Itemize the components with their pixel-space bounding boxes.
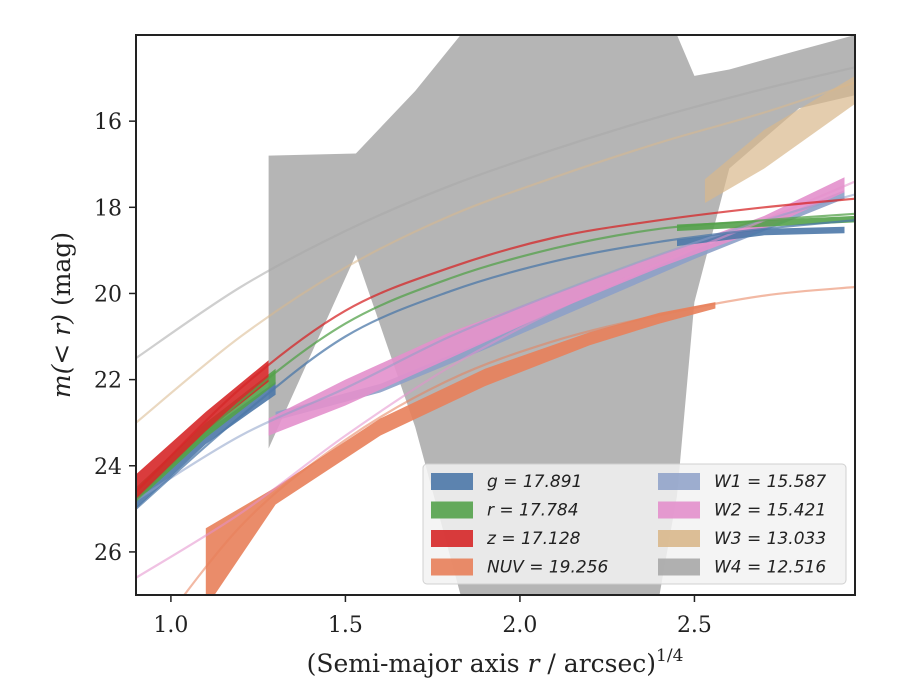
legend-label-w2: W2 = 15.421 (714, 501, 826, 521)
band-w3 (704, 75, 855, 203)
legend: g = 17.891 r = 17.784 z = 17.128 NUV = 19.2… (422, 463, 847, 585)
model-curve-w4 (136, 66, 855, 360)
legend-swatch-w3 (658, 530, 700, 547)
x-tick-label: 2.0 (502, 613, 537, 638)
y-axis-label: m(< r) (mag) (47, 232, 76, 398)
x-tick-label: 1.0 (153, 613, 188, 638)
legend-label-w3: W3 = 13.033 (714, 529, 826, 549)
model-curves (136, 66, 855, 595)
legend-label-g: g = 17.891 (487, 472, 582, 492)
legend-swatch-nuv (431, 558, 473, 576)
legend-swatch-r (431, 501, 473, 519)
legend-box (422, 463, 847, 585)
plot-frame (135, 34, 856, 596)
legend-swatch-w2 (658, 501, 700, 519)
legend-swatch-w1 (658, 473, 700, 490)
band-g (136, 381, 276, 509)
legend-swatch-w4 (658, 558, 700, 576)
y-tick-label: 26 (94, 541, 122, 566)
model-curve-w1 (136, 193, 855, 502)
model-curve-nuv (182, 285, 855, 595)
x-axis-label: (Semi-major axis r / arcsec)1/4 (307, 646, 684, 678)
band-r-outer (677, 215, 855, 231)
legend-swatch-z (431, 530, 473, 547)
band-g-outer (677, 226, 845, 247)
band-z (136, 360, 269, 501)
legend-label-w1: W1 = 15.587 (714, 472, 826, 492)
x-axis-ticks: 1.0 1.5 2.0 2.5 (153, 595, 712, 638)
model-curve-z (136, 197, 855, 493)
legend-swatch-g (431, 473, 473, 490)
model-curve-g (136, 219, 855, 510)
model-curve-r (136, 212, 855, 502)
legend-label-w4: W4 = 12.516 (714, 558, 826, 578)
y-tick-label: 18 (94, 196, 122, 221)
y-tick-label: 22 (94, 369, 122, 394)
y-tick-label: 16 (94, 110, 122, 135)
x-tick-label: 1.5 (328, 613, 363, 638)
legend-label-r: r = 17.784 (487, 501, 579, 521)
model-curve-w2 (136, 180, 855, 579)
y-tick-label: 20 (94, 282, 122, 307)
model-curve-w3 (136, 81, 855, 424)
x-tick-label: 2.5 (677, 613, 712, 638)
y-axis-ticks: 16 18 20 22 24 26 (94, 110, 136, 566)
legend-label-nuv: NUV = 19.256 (487, 558, 609, 578)
legend-label-z: z = 17.128 (486, 529, 581, 549)
y-tick-label: 24 (94, 455, 122, 480)
